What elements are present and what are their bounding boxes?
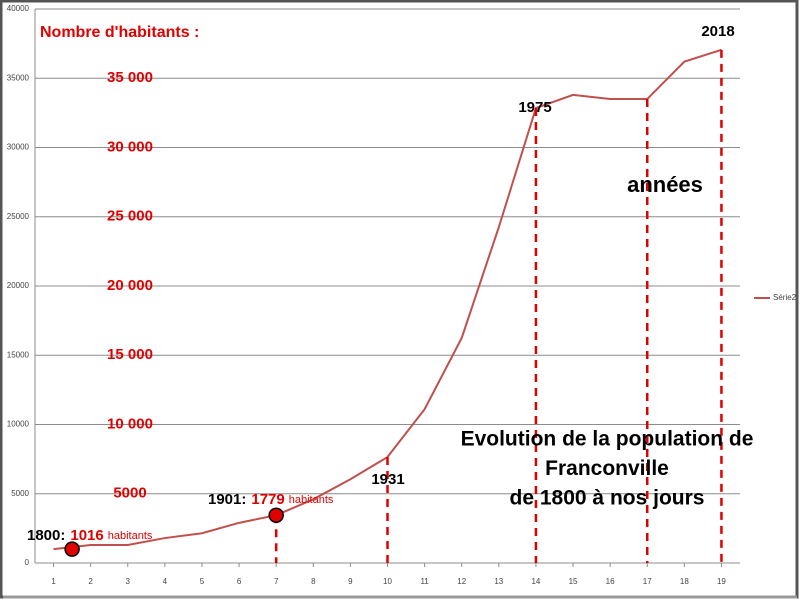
x-tick-label: 8 bbox=[311, 577, 316, 586]
y-overlay-label: 20 000 bbox=[107, 277, 153, 294]
y-tick-label: 15000 bbox=[7, 350, 30, 359]
highlight-point bbox=[268, 507, 284, 523]
year-label: 1975 bbox=[518, 99, 551, 116]
chart-title: Evolution de la population de bbox=[461, 428, 754, 451]
x-tick-label: 11 bbox=[420, 577, 429, 586]
x-tick-label: 10 bbox=[383, 577, 392, 586]
x-tick-label: 2 bbox=[88, 577, 93, 586]
x-tick-label: 1 bbox=[51, 577, 56, 586]
x-tick-label: 12 bbox=[457, 577, 466, 586]
y-overlay-label: 25 000 bbox=[107, 208, 153, 225]
x-tick-label: 6 bbox=[237, 577, 242, 586]
y-tick-label: 20000 bbox=[7, 281, 30, 290]
x-tick-label: 13 bbox=[494, 577, 503, 586]
y-tick-label: 30000 bbox=[7, 143, 30, 152]
x-tick-label: 7 bbox=[274, 577, 279, 586]
y-tick-label: 40000 bbox=[7, 4, 30, 13]
year-label: 2018 bbox=[701, 23, 734, 40]
series-line bbox=[53, 48, 722, 551]
x-tick-label: 5 bbox=[200, 577, 205, 586]
highlight-count: 1016 bbox=[70, 527, 103, 544]
x-tick-label: 17 bbox=[643, 577, 652, 586]
y-tick-label: 10000 bbox=[7, 420, 30, 429]
highlight-point bbox=[64, 541, 80, 557]
y-overlay-label: 15 000 bbox=[107, 346, 153, 363]
year-label: 1931 bbox=[371, 471, 404, 488]
y-tick-label: 35000 bbox=[7, 73, 30, 82]
highlight-count: 1779 bbox=[251, 491, 284, 508]
y-caption: Nombre d'habitants : bbox=[40, 24, 199, 41]
highlight-unit: habitants bbox=[108, 530, 153, 542]
chart-title: de 1800 à nos jours bbox=[510, 487, 705, 510]
legend-label: Série2 bbox=[773, 293, 797, 302]
x-tick-label: 15 bbox=[569, 577, 578, 586]
y-overlay-label: 10 000 bbox=[107, 415, 153, 432]
highlight-label: 1800: 1016 habitants bbox=[27, 527, 153, 544]
y-tick-label: 25000 bbox=[7, 212, 30, 221]
x-caption: années bbox=[627, 172, 703, 197]
x-tick-label: 18 bbox=[680, 577, 689, 586]
x-tick-label: 3 bbox=[126, 577, 131, 586]
highlight-year: 1901: bbox=[208, 491, 246, 508]
y-overlay-label: 35 000 bbox=[107, 69, 153, 86]
x-tick-label: 16 bbox=[606, 577, 615, 586]
y-overlay-label: 30 000 bbox=[107, 138, 153, 155]
y-tick-label: 5000 bbox=[11, 489, 29, 498]
y-overlay-label: 5000 bbox=[113, 485, 146, 502]
chart-title: Franconville bbox=[545, 457, 669, 480]
highlight-label: 1901: 1779 habitants bbox=[208, 491, 334, 508]
x-tick-label: 14 bbox=[531, 577, 540, 586]
x-tick-label: 9 bbox=[348, 577, 353, 586]
y-tick-label: 0 bbox=[25, 558, 30, 567]
x-tick-label: 4 bbox=[163, 577, 168, 586]
x-tick-label: 19 bbox=[717, 577, 726, 586]
highlight-unit: habitants bbox=[289, 494, 334, 506]
highlight-year: 1800: bbox=[27, 527, 65, 544]
